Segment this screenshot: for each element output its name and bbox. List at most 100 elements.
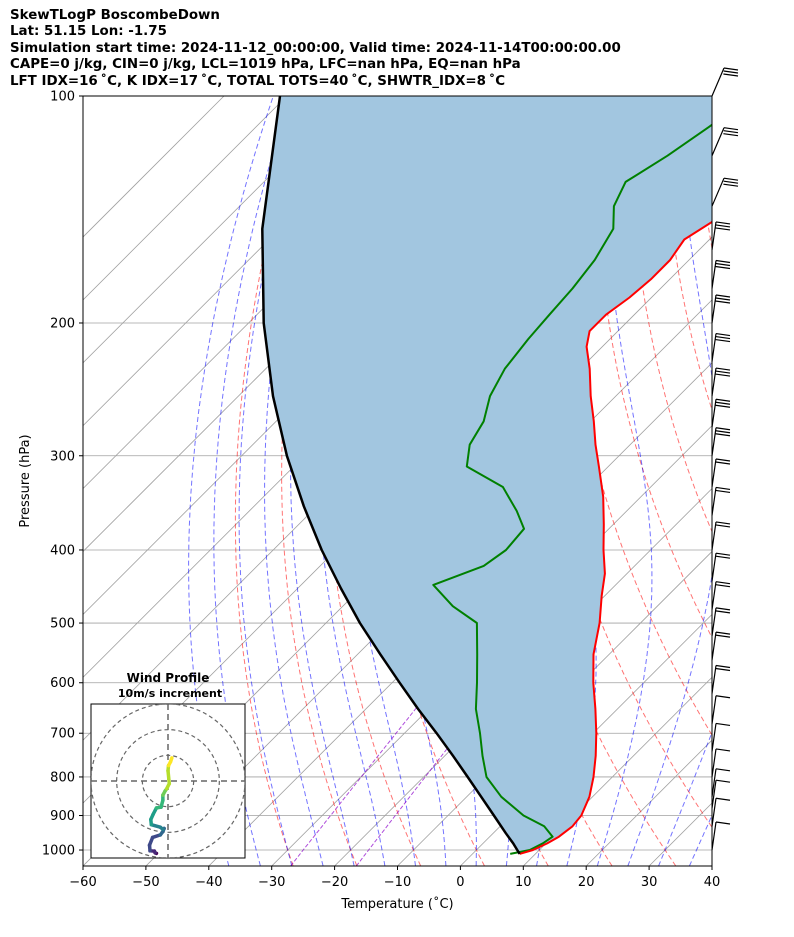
hodograph-segment: [168, 756, 174, 764]
wind-barb-flag: [723, 67, 739, 71]
wind-barb-flag: [715, 695, 731, 699]
hodograph-clip: [91, 704, 245, 858]
wind-barb-flag: [715, 300, 731, 304]
isotherm-line: [83, 96, 351, 364]
chart-header: SkewTLogP BoscombeDown Lat: 51.15 Lon: -…: [10, 8, 621, 90]
wind-barb-staff: [711, 553, 717, 582]
wind-barb-staff: [711, 67, 725, 97]
wind-barb-flag: [715, 555, 731, 559]
wind-barb-staff: [711, 260, 717, 289]
y-tick-label: 300: [50, 449, 75, 464]
x-tick-label: −10: [384, 875, 411, 890]
wind-barb-flag: [723, 180, 739, 184]
dry-adiabat-line: [596, 96, 712, 639]
wind-barb-flag: [715, 748, 731, 752]
wind-barb-staff: [711, 632, 717, 661]
hodograph-segment: [166, 768, 172, 786]
wind-barb-staff: [711, 798, 717, 827]
moist-adiabat-line: [188, 96, 274, 866]
x-tick-label: 0: [456, 875, 464, 890]
y-tick-label: 100: [50, 90, 75, 105]
wind-barb-staff: [711, 221, 717, 250]
wind-barb-staff: [711, 399, 717, 428]
wind-barb-flag: [715, 634, 731, 638]
dewpoint-line: [432, 123, 712, 855]
moist-adiabat-line: [213, 96, 291, 866]
wind-barb-flag: [715, 332, 731, 337]
wind-barb-flag: [715, 373, 731, 377]
time-line: Simulation start time: 2024-11-12_00:00:…: [10, 40, 621, 56]
wind-barb-flag: [715, 486, 731, 491]
wind-barb-flag: [715, 224, 731, 228]
x-tick-label: 30: [641, 875, 658, 890]
wind-barb-flag: [723, 177, 739, 181]
location-line: Lat: 51.15 Lon: -1.75: [10, 24, 167, 40]
y-tick-label: 200: [50, 316, 75, 331]
dry-adiabat-line: [234, 96, 306, 866]
dry-adiabat-line: [729, 96, 794, 866]
parcel-line: [261, 96, 521, 855]
moist-adiabat-line: [720, 96, 794, 866]
isotherm-line: [83, 96, 288, 301]
wind-barb-flag: [715, 779, 731, 783]
wind-barb-flag: [715, 722, 731, 727]
temperature-line: [519, 220, 712, 855]
y-tick-label: 800: [50, 770, 75, 785]
x-axis-label: Temperature (˚C): [340, 896, 453, 912]
wind-barb-staff: [711, 723, 717, 752]
indices-line: LFT IDX=16 ˚C, K IDX=17 ˚C, TOTAL TOTS=4…: [10, 73, 506, 89]
wind-barb-flag: [715, 338, 731, 343]
x-tick-label: −50: [132, 875, 159, 890]
moist-adiabat-line: [596, 96, 653, 866]
moist-adiabat-line: [238, 96, 309, 866]
wind-barb-flag: [715, 262, 731, 267]
moist-adiabat-line: [264, 96, 326, 866]
wind-barb-staff: [711, 177, 725, 207]
wind-barb-flag: [715, 404, 731, 408]
wind-barb-flag: [715, 370, 731, 374]
wind-barb-flag: [715, 607, 731, 611]
wind-barb-staff: [711, 427, 717, 456]
moist-adiabat-line: [752, 96, 794, 866]
wind-barb-flag: [715, 584, 731, 588]
wind-barb-flag: [715, 227, 731, 231]
wind-barb-staff: [711, 367, 717, 397]
wind-barb-flag: [715, 259, 731, 264]
wind-barb-flag: [715, 552, 731, 556]
wind-barb-flag: [715, 524, 731, 528]
wind-barb-flag: [723, 130, 739, 134]
wind-barb-flag: [715, 610, 731, 614]
x-tick-label: 40: [704, 875, 721, 890]
y-tick-label: 400: [50, 543, 75, 558]
title-line: SkewTLogP BoscombeDown: [10, 8, 220, 23]
wind-barb-staff: [711, 333, 717, 362]
wind-barb-flag: [715, 631, 731, 635]
wind-barb-flag: [715, 664, 731, 669]
wind-barb-flag: [715, 821, 731, 825]
wind-barb-flag: [715, 401, 731, 405]
wind-barb-staff: [711, 607, 717, 636]
wind-barb-flag: [715, 430, 731, 434]
wind-barb-staff: [711, 294, 717, 324]
wind-barb-flag: [715, 768, 731, 772]
wind-barb-flag: [723, 127, 739, 131]
hodograph-subtitle: 10m/s increment: [118, 687, 222, 700]
wind-barb-flag: [715, 458, 731, 462]
y-tick-label: 500: [50, 617, 75, 632]
y-tick-label: 900: [50, 809, 75, 824]
wind-barb-staff: [711, 458, 717, 488]
wind-barb-flag: [715, 433, 731, 437]
isotherm-line: [523, 676, 712, 866]
moist-adiabat-line: [627, 96, 712, 866]
isotherm-line: [271, 425, 712, 866]
x-tick-label: −40: [195, 875, 222, 890]
plot-area: [83, 96, 794, 866]
wind-barb-flag: [723, 73, 739, 77]
wind-barb-flag: [715, 797, 731, 801]
mixing-ratio-line: [290, 682, 437, 866]
wind-barb-staff: [711, 665, 717, 694]
wind-barb-flag: [715, 398, 731, 402]
wind-barb-flag: [723, 70, 739, 74]
